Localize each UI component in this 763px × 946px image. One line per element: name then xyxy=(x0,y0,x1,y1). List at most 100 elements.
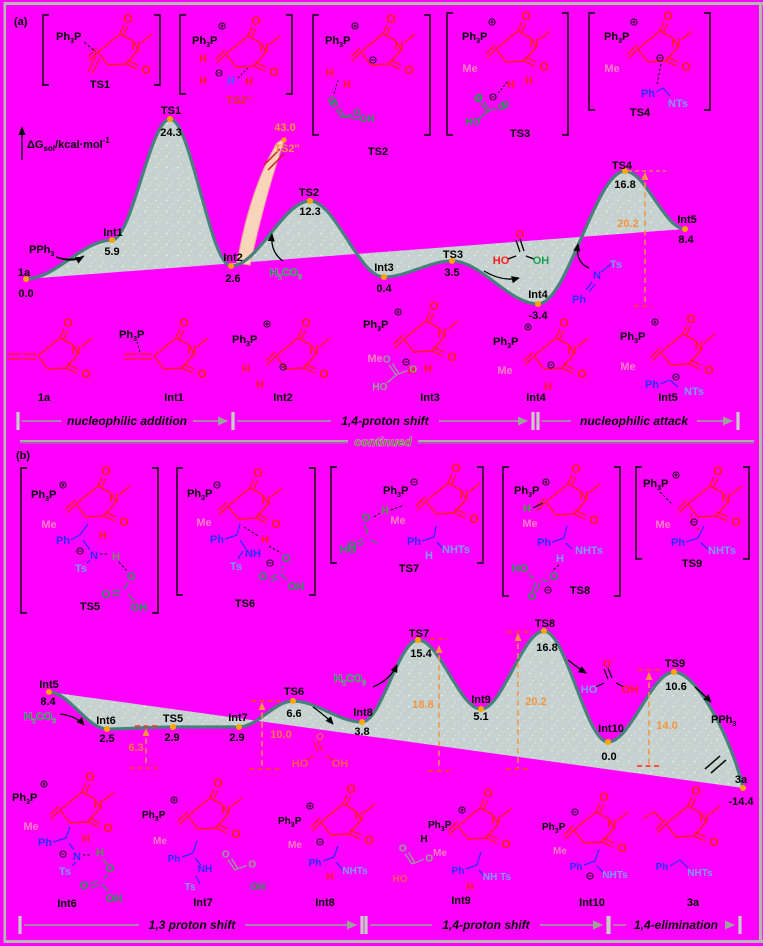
svg-text:O: O xyxy=(409,365,417,376)
svg-text:Ph: Ph xyxy=(671,537,685,549)
svg-text:14.0: 14.0 xyxy=(656,720,677,732)
svg-text:O: O xyxy=(447,350,456,364)
svg-text:TS6: TS6 xyxy=(284,686,304,698)
svg-text:N: N xyxy=(262,493,271,507)
svg-text:H: H xyxy=(199,75,207,87)
svg-text:H: H xyxy=(525,75,533,87)
svg-text:O: O xyxy=(528,591,537,603)
svg-text:16.8: 16.8 xyxy=(614,179,635,191)
svg-text:1,4-elimination: 1,4-elimination xyxy=(634,918,718,932)
svg-text:N: N xyxy=(593,270,601,282)
svg-text:15.4: 15.4 xyxy=(410,648,432,660)
svg-text:NH: NH xyxy=(198,864,212,875)
svg-text:Ph: Ph xyxy=(645,379,659,391)
svg-text:TS7: TS7 xyxy=(399,563,419,575)
svg-text:O: O xyxy=(516,229,525,241)
svg-text:O: O xyxy=(103,821,112,835)
svg-text:16.8: 16.8 xyxy=(536,642,557,654)
svg-text:1a: 1a xyxy=(38,392,51,404)
svg-text:-3.4: -3.4 xyxy=(529,310,549,322)
svg-text:Ph: Ph xyxy=(641,88,655,100)
svg-text:N: N xyxy=(355,809,364,823)
svg-text:20.2: 20.2 xyxy=(525,696,546,708)
svg-text:O: O xyxy=(63,316,72,330)
svg-text:O: O xyxy=(271,517,280,531)
svg-text:Ts: Ts xyxy=(185,882,196,893)
svg-text:OH: OH xyxy=(131,602,148,614)
svg-text:O: O xyxy=(222,849,230,860)
svg-text:Ph: Ph xyxy=(656,862,669,873)
svg-text:1a: 1a xyxy=(18,267,31,279)
svg-text:2.9: 2.9 xyxy=(164,732,179,744)
svg-text:Ph: Ph xyxy=(309,858,322,869)
svg-text:N: N xyxy=(260,41,269,55)
svg-text:TS1: TS1 xyxy=(90,79,110,91)
svg-text:TS3: TS3 xyxy=(510,128,530,140)
svg-text:H: H xyxy=(523,503,531,515)
svg-text:NTs: NTs xyxy=(684,386,704,398)
svg-text:TS2'': TS2'' xyxy=(274,143,300,155)
svg-text:Me: Me xyxy=(655,519,670,531)
svg-text:H: H xyxy=(326,67,334,79)
svg-text:O: O xyxy=(603,659,611,670)
svg-text:Me: Me xyxy=(390,515,405,527)
svg-text:H: H xyxy=(96,847,104,859)
svg-text:O: O xyxy=(399,843,407,854)
svg-text:TS7: TS7 xyxy=(409,628,429,640)
svg-text:N: N xyxy=(568,343,577,357)
svg-text:OH: OH xyxy=(288,581,305,593)
svg-text:H: H xyxy=(261,534,269,546)
svg-text:N: N xyxy=(695,339,704,353)
svg-text:O: O xyxy=(330,99,338,110)
svg-text:5.1: 5.1 xyxy=(473,711,488,723)
svg-text:O: O xyxy=(248,860,256,871)
svg-text:Ts: Ts xyxy=(230,561,242,573)
svg-text:Me: Me xyxy=(620,361,635,373)
svg-text:Ph3P: Ph3P xyxy=(142,810,166,823)
svg-text:Int9: Int9 xyxy=(451,895,471,907)
svg-text:Int2: Int2 xyxy=(223,252,243,264)
svg-text:NHTs: NHTs xyxy=(687,868,713,879)
svg-text:N: N xyxy=(700,811,709,825)
svg-text:O: O xyxy=(106,863,115,875)
svg-text:Ph: Ph xyxy=(452,866,465,877)
svg-text:N: N xyxy=(90,550,98,562)
svg-text:TS2: TS2 xyxy=(368,146,388,158)
svg-text:2.5: 2.5 xyxy=(99,733,114,745)
svg-text:6.6: 6.6 xyxy=(286,708,301,720)
svg-text:1,4-proton shift: 1,4-proton shift xyxy=(341,414,429,428)
svg-text:Me: Me xyxy=(367,353,382,365)
svg-text:H2CO3: H2CO3 xyxy=(334,673,366,687)
svg-text:OH: OH xyxy=(106,893,123,905)
svg-text:O: O xyxy=(577,367,586,381)
svg-text:Ph3P: Ph3P xyxy=(12,792,37,806)
svg-text:O: O xyxy=(663,9,672,23)
svg-text:Int2: Int2 xyxy=(273,392,293,404)
svg-text:Ph3P: Ph3P xyxy=(278,816,302,829)
svg-text:O: O xyxy=(383,354,391,365)
svg-text:OH: OH xyxy=(251,882,266,893)
svg-text:(b): (b) xyxy=(16,450,30,462)
svg-text:TS8: TS8 xyxy=(535,618,555,630)
svg-text:O: O xyxy=(101,464,110,478)
svg-text:TS2'': TS2'' xyxy=(226,95,252,107)
svg-text:Ts: Ts xyxy=(59,866,71,878)
svg-text:NTs: NTs xyxy=(668,98,688,110)
svg-text:O: O xyxy=(362,512,371,524)
svg-text:O: O xyxy=(119,515,128,529)
svg-text:O: O xyxy=(316,732,324,743)
svg-text:Int4: Int4 xyxy=(528,289,548,301)
svg-text:Ph: Ph xyxy=(56,535,70,547)
svg-text:NHTs: NHTs xyxy=(442,544,470,556)
svg-text:O: O xyxy=(709,835,718,849)
svg-text:Ph3P: Ph3P xyxy=(462,31,487,45)
svg-text:Int5: Int5 xyxy=(677,214,697,226)
svg-text:O: O xyxy=(127,571,136,583)
svg-text:3.8: 3.8 xyxy=(354,726,369,738)
svg-text:Me: Me xyxy=(604,63,619,75)
svg-text:Ph: Ph xyxy=(572,294,586,306)
svg-text:N: N xyxy=(580,489,589,503)
svg-text:Ph: Ph xyxy=(570,862,583,873)
svg-text:N: N xyxy=(94,797,103,811)
svg-text:O: O xyxy=(231,827,240,841)
